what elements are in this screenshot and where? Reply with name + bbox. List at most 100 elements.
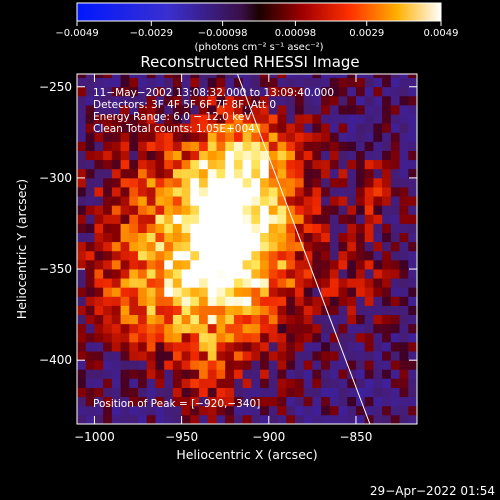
heatmap-cell	[129, 104, 139, 115]
heatmap-cell	[94, 223, 104, 233]
heatmap-cell	[103, 332, 113, 343]
heatmap-cell	[382, 123, 392, 133]
heatmap-cell	[111, 214, 121, 224]
heatmap-cell	[225, 114, 235, 124]
heatmap-cell	[85, 323, 95, 334]
heatmap-cell	[329, 314, 339, 325]
heatmap-cell	[103, 123, 113, 133]
heatmap-cell	[399, 405, 409, 416]
heatmap-cell	[120, 323, 130, 334]
heatmap-cell	[129, 159, 139, 170]
heatmap-cell	[277, 241, 287, 252]
heatmap-cell	[242, 323, 252, 334]
heatmap-cell	[242, 223, 252, 233]
heatmap-cell	[382, 232, 392, 243]
heatmap-cell	[129, 74, 139, 79]
heatmap-cell	[207, 205, 217, 215]
heatmap-cell	[355, 387, 366, 398]
heatmap-cell	[294, 114, 305, 124]
annotation-time-range: 11−May−2002 13:08:32.000 to 13:09:40.000	[93, 87, 334, 99]
heatmap-cell	[155, 150, 165, 161]
heatmap-cell	[190, 332, 200, 343]
heatmap-cell	[94, 241, 104, 252]
heatmap-cell	[312, 259, 322, 270]
heatmap-cell	[155, 123, 165, 133]
heatmap-cell	[94, 77, 104, 88]
heatmap-cell	[155, 141, 165, 151]
heatmap-cell	[312, 168, 322, 179]
heatmap-cell	[373, 223, 383, 233]
heatmap-cell	[399, 369, 409, 379]
heatmap-cell	[338, 278, 348, 288]
heatmap-cell	[338, 369, 348, 379]
heatmap-cell	[138, 387, 148, 398]
heatmap-cell	[347, 396, 357, 407]
heatmap-cell	[216, 177, 226, 188]
heatmap-cell	[373, 360, 383, 370]
heatmap-cell	[190, 150, 200, 161]
heatmap-cell	[103, 387, 113, 398]
heatmap-cell	[286, 369, 296, 379]
heatmap-cell	[233, 278, 244, 288]
heatmap-cell	[111, 387, 121, 398]
heatmap-cell	[382, 196, 392, 206]
heatmap-cell	[338, 77, 348, 88]
heatmap-cell	[364, 250, 374, 261]
heatmap-cell	[286, 287, 296, 297]
heatmap-cell	[164, 114, 174, 124]
heatmap-cell	[190, 305, 200, 316]
heatmap-cell	[286, 74, 296, 79]
heatmap-cell	[85, 332, 95, 343]
heatmap-cell	[364, 396, 374, 407]
heatmap-cell	[216, 241, 226, 252]
heatmap-cell	[120, 132, 130, 142]
heatmap-cell	[94, 205, 104, 215]
heatmap-cell	[251, 168, 261, 179]
heatmap-cell	[164, 177, 174, 188]
heatmap-cell	[347, 287, 357, 297]
heatmap-cell	[321, 95, 331, 106]
heatmap-cell	[260, 214, 270, 224]
heatmap-cell	[390, 159, 400, 170]
x-axis-title: Heliocentric X (arcsec)	[176, 447, 317, 462]
heatmap-cell	[355, 369, 366, 379]
heatmap-cell	[338, 269, 348, 279]
heatmap-cell	[233, 296, 244, 306]
heatmap-cell	[277, 378, 287, 388]
heatmap-cell	[321, 241, 331, 252]
heatmap-cell	[390, 187, 400, 197]
heatmap-cell	[268, 278, 278, 288]
heatmap-cell	[390, 387, 400, 398]
heatmap-cell	[382, 278, 392, 288]
heatmap-cell	[207, 241, 217, 252]
heatmap-cell	[364, 177, 374, 188]
heatmap-cell	[329, 177, 339, 188]
heatmap-cell	[181, 387, 191, 398]
heatmap-cell	[233, 332, 244, 343]
heatmap-cell	[172, 77, 183, 88]
heatmap-cell	[77, 405, 87, 416]
heatmap-cell	[364, 95, 374, 106]
heatmap-cell	[399, 114, 409, 124]
heatmap-cell	[164, 369, 174, 379]
heatmap-cell	[399, 269, 409, 279]
heatmap-cell	[129, 314, 139, 325]
heatmap-cell	[242, 214, 252, 224]
heatmap-cell	[251, 77, 261, 88]
heatmap-cell	[138, 187, 148, 197]
heatmap-cell	[312, 341, 322, 352]
heatmap-cell	[268, 232, 278, 243]
heatmap-cell	[294, 360, 305, 370]
heatmap-cell	[408, 77, 417, 88]
heatmap-cell	[321, 159, 331, 170]
heatmap-cell	[120, 378, 130, 388]
heatmap-cell	[155, 205, 165, 215]
heatmap-cell	[260, 387, 270, 398]
heatmap-cell	[277, 305, 287, 316]
heatmap-cell	[77, 196, 87, 206]
heatmap-cell	[225, 369, 235, 379]
heatmap-cell	[321, 405, 331, 416]
heatmap-cell	[382, 341, 392, 352]
heatmap-cell	[408, 232, 417, 243]
heatmap-cell	[155, 396, 165, 407]
